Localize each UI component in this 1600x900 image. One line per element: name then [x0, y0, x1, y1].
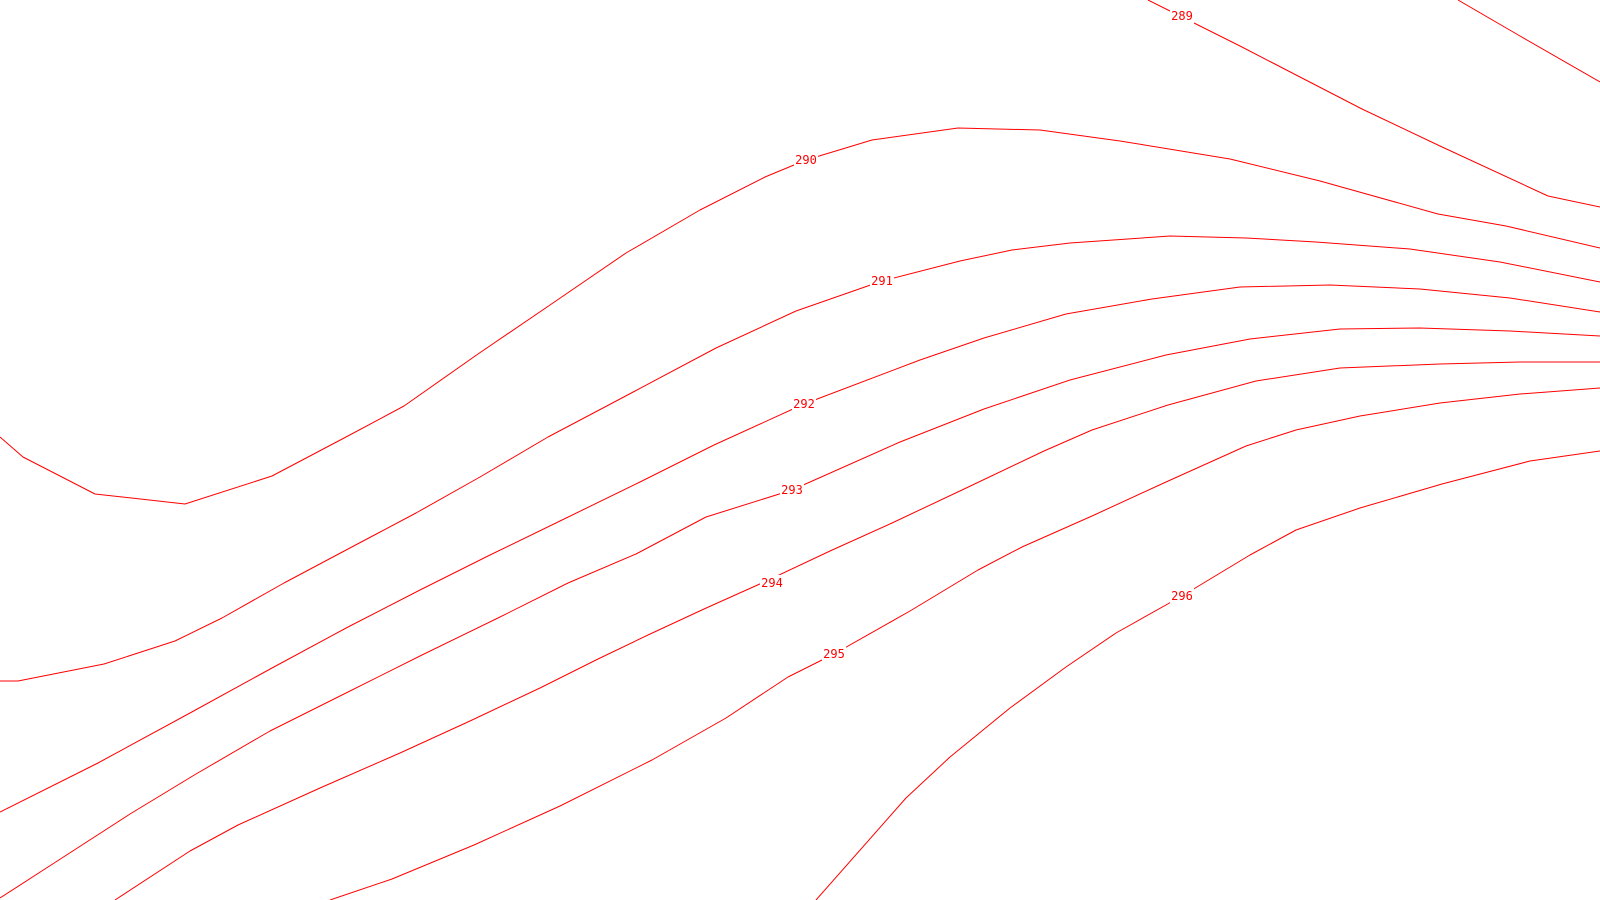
- contour-291: 291: [0, 235, 1600, 682]
- contour-label-295: 295: [823, 647, 845, 661]
- contour-293: 293: [0, 327, 1600, 899]
- contour-label-bg-292: [792, 396, 816, 412]
- contour-label-bg-289: [1170, 8, 1194, 24]
- contour-label-bg-296: [1170, 588, 1194, 604]
- contour-label-bg-293: [780, 482, 804, 498]
- contour-label-292: 292: [793, 397, 815, 411]
- contour-296: 296: [815, 450, 1600, 900]
- contour-line-292: [0, 284, 1600, 813]
- contour-label-294: 294: [761, 576, 783, 590]
- contour-line-290: [0, 127, 1600, 505]
- contour-289: 289: [1147, 0, 1600, 208]
- contour-line-291: [0, 235, 1600, 682]
- contour-label-bg-295: [822, 646, 846, 662]
- contour-label-bg-291: [870, 273, 894, 289]
- contour-line-293: [0, 327, 1600, 899]
- contour-292: 292: [0, 284, 1600, 813]
- contour-295: 295: [329, 387, 1600, 900]
- contour-label-293: 293: [781, 483, 803, 497]
- contour-label-bg-294: [760, 575, 784, 591]
- contour-line-295: [329, 387, 1600, 900]
- contour-label-289: 289: [1171, 9, 1193, 23]
- contour-line-288: [1457, 0, 1600, 83]
- contour-294: 294: [114, 361, 1600, 900]
- contour-label-291: 291: [871, 274, 893, 288]
- contour-288: [1457, 0, 1600, 83]
- contour-label-296: 296: [1171, 589, 1193, 603]
- contour-290: 290: [0, 127, 1600, 505]
- contour-label-290: 290: [795, 153, 817, 167]
- contour-line-294: [114, 361, 1600, 900]
- contour-label-bg-290: [794, 152, 818, 168]
